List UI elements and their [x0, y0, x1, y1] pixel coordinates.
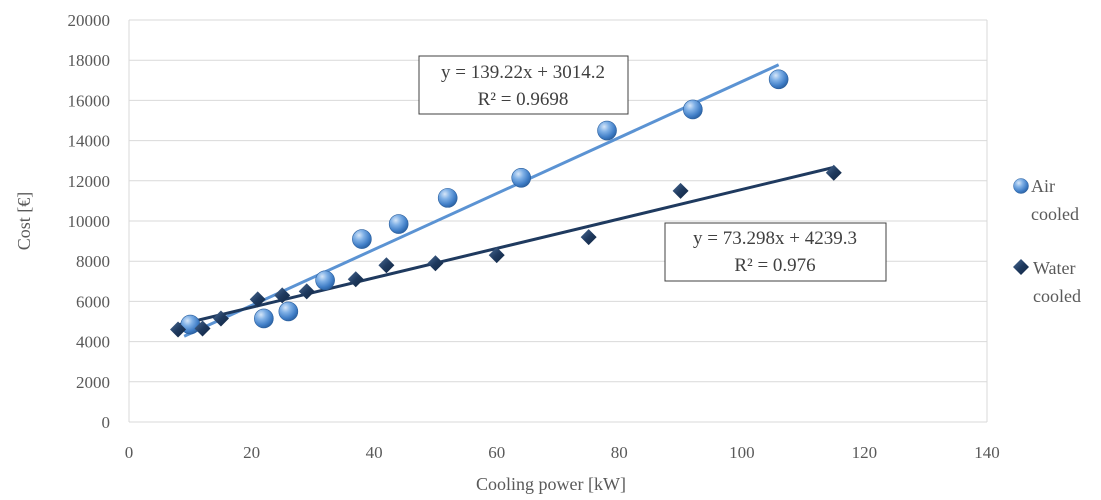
- air-cooled-point: [437, 188, 458, 208]
- legend-water-cooled-marker: [1013, 259, 1029, 275]
- y-tick-label: 20000: [68, 11, 111, 30]
- water-cooled-point: [170, 321, 187, 338]
- data-points: [170, 69, 842, 338]
- water-cooled-point: [580, 229, 597, 246]
- x-tick-labels: 0 20 40 60 80 100 120 140: [125, 443, 1000, 462]
- legend: Air cooled Water cooled: [1013, 176, 1081, 306]
- x-tick-label: 20: [243, 443, 260, 462]
- air-cooled-point: [597, 120, 617, 141]
- x-tick-label: 80: [611, 443, 628, 462]
- water-cooled-equation-frame: [664, 222, 887, 282]
- gridlines: [128, 19, 988, 423]
- air-cooled-point: [768, 69, 789, 90]
- air-cooled-equation-frame: [418, 55, 629, 115]
- y-tick-label: 4000: [76, 333, 110, 352]
- y-tick-label: 14000: [68, 132, 111, 151]
- y-tick-label: 16000: [68, 91, 111, 110]
- air-cooled-point: [352, 229, 372, 249]
- water-cooled-point: [427, 255, 444, 272]
- y-tick-label: 18000: [68, 51, 111, 70]
- water-cooled-trendline: [177, 165, 835, 327]
- air-cooled-equation-box: y = 139.22x + 3014.2 R² = 0.9698: [418, 55, 629, 115]
- water-cooled-point: [298, 283, 315, 300]
- air-cooled-point: [254, 308, 274, 329]
- y-tick-label: 0: [102, 413, 111, 432]
- x-tick-label: 140: [974, 443, 1000, 462]
- air-cooled-point: [278, 301, 299, 322]
- water-cooled-point: [274, 287, 291, 304]
- water-cooled-equation-box: y = 73.298x + 4239.3 R² = 0.976: [664, 222, 887, 282]
- legend-air-cooled-label-line2: cooled: [1031, 204, 1079, 224]
- water-cooled-point: [488, 247, 505, 264]
- air-cooled-point: [315, 270, 335, 291]
- water-cooled-point: [672, 182, 689, 199]
- air-cooled-point: [388, 214, 409, 234]
- y-tick-label: 2000: [76, 373, 110, 392]
- air-cooled-r-squared: R² = 0.9698: [478, 89, 569, 110]
- y-tick-label: 10000: [68, 212, 111, 231]
- legend-water-cooled-label-line1: Water: [1033, 258, 1076, 278]
- legend-water-cooled-label-line2: cooled: [1033, 286, 1081, 306]
- water-cooled-point: [249, 291, 266, 308]
- air-cooled-point: [683, 99, 703, 120]
- y-axis-title: Cost [€]: [14, 192, 34, 251]
- x-tick-label: 120: [852, 443, 878, 462]
- x-axis-title: Cooling power [kW]: [476, 474, 626, 494]
- air-cooled-equation: y = 139.22x + 3014.2: [441, 62, 605, 83]
- x-tick-label: 60: [488, 443, 505, 462]
- y-tick-labels: 0 2000 4000 6000 8000 10000 12000 14000 16000 180…: [68, 11, 111, 432]
- x-tick-label: 0: [125, 443, 134, 462]
- water-cooled-point: [212, 310, 229, 327]
- water-cooled-point: [194, 320, 211, 337]
- y-tick-label: 8000: [76, 252, 110, 271]
- x-tick-label: 100: [729, 443, 755, 462]
- water-cooled-equation: y = 73.298x + 4239.3: [693, 228, 857, 249]
- air-cooled-point: [511, 167, 532, 188]
- water-cooled-r-squared: R² = 0.976: [734, 255, 815, 276]
- x-tick-label: 40: [366, 443, 383, 462]
- y-tick-label: 12000: [68, 172, 111, 191]
- legend-air-cooled-marker: [1013, 178, 1029, 194]
- water-cooled-point: [378, 257, 395, 274]
- water-cooled-point: [825, 164, 842, 181]
- legend-air-cooled-label-line1: Air: [1031, 176, 1055, 196]
- y-tick-label: 6000: [76, 292, 110, 311]
- water-cooled-point: [347, 271, 364, 288]
